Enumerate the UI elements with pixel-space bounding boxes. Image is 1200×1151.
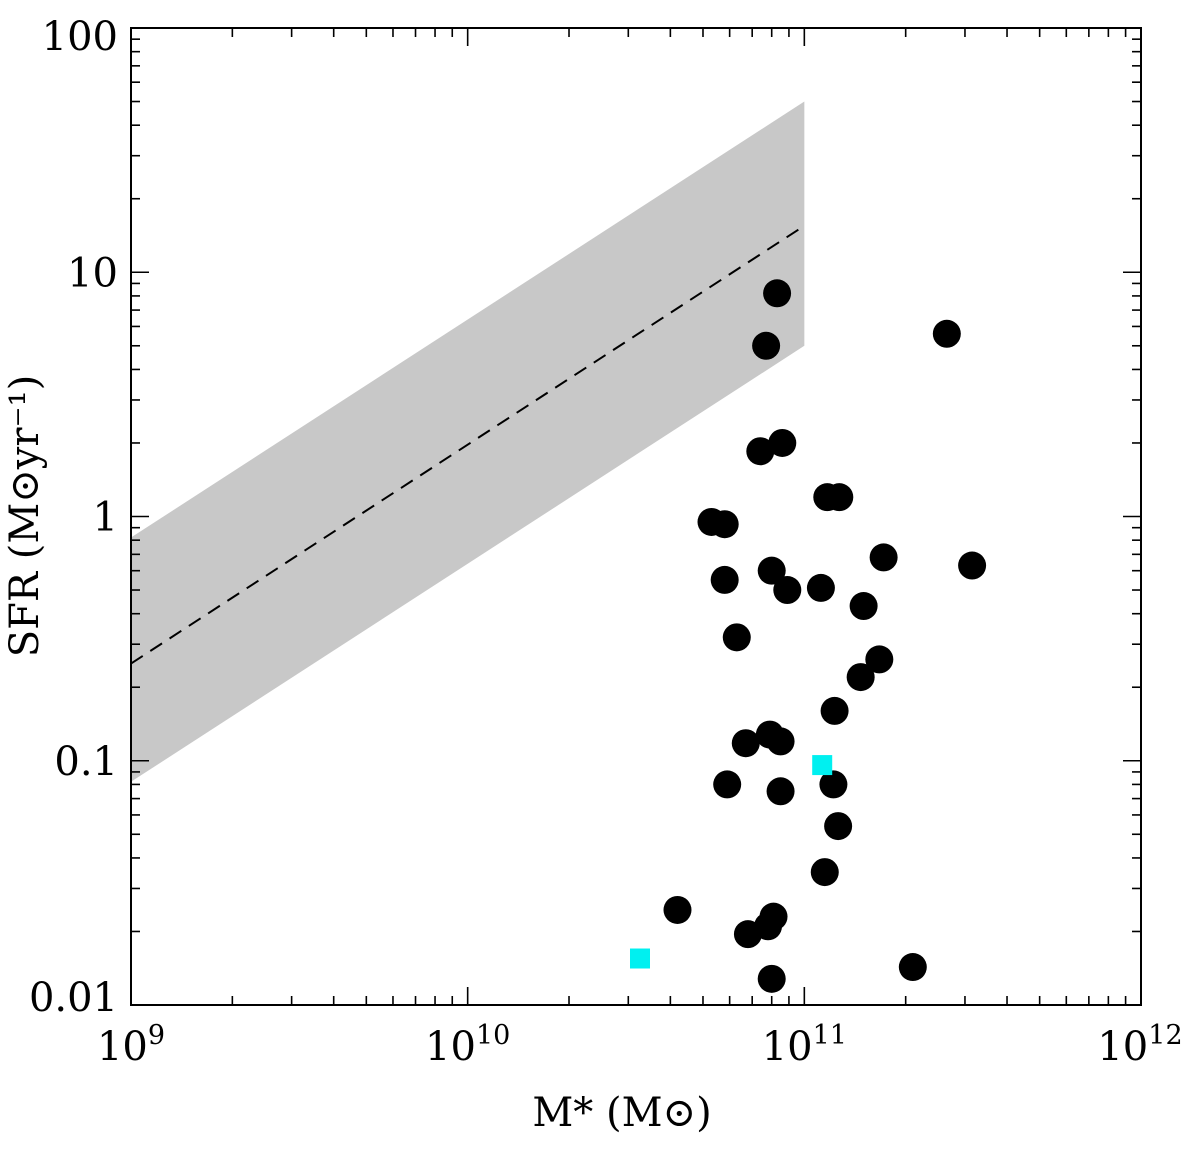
y-tick-label: 10 [67, 250, 118, 296]
plot-frame [130, 27, 1142, 1006]
main-sequence-line [130, 224, 805, 665]
data-point-square [630, 948, 651, 969]
x-tick-label-base: 10 [1097, 1024, 1148, 1070]
data-point-square [812, 755, 833, 776]
data-point-circle [865, 645, 894, 674]
y-tick-label: 1 [93, 495, 118, 541]
y-tick-label: 0.01 [29, 975, 118, 1021]
data-point-circle [932, 319, 961, 348]
data-point-circle [773, 576, 802, 605]
x-tick-label-exponent: 9 [148, 1020, 165, 1051]
data-point-circle [869, 543, 898, 572]
x-tick-label-exponent: 12 [1148, 1020, 1182, 1051]
data-point-circle [663, 895, 692, 924]
x-tick-label: 109 [97, 1020, 165, 1070]
y-tick-label: 0.1 [54, 739, 118, 785]
data-point-circle [710, 510, 739, 539]
plot-area [130, 101, 987, 993]
data-point-circle [731, 729, 760, 758]
data-point-circle [846, 663, 875, 692]
data-point-circle [820, 696, 849, 725]
data-point-circle [766, 777, 795, 806]
x-tick-label: 1010 [425, 1020, 510, 1070]
x-tick-label: 1011 [762, 1020, 847, 1070]
x-tick-label-base: 10 [425, 1024, 476, 1070]
x-tick-label-exponent: 11 [813, 1020, 847, 1051]
data-point-circle [713, 770, 742, 799]
data-point-circle [806, 573, 835, 602]
data-point-circle [849, 592, 878, 621]
data-point-circle [710, 565, 739, 594]
data-point-circle [757, 964, 786, 993]
data-point-circle [898, 953, 927, 982]
data-point-circle [810, 858, 839, 887]
data-point-circle [825, 483, 854, 512]
main-sequence-band [131, 101, 805, 782]
x-tick-label: 1012 [1097, 1020, 1182, 1070]
data-point-circle [757, 556, 786, 585]
data-point-circle [733, 920, 762, 949]
data-point-circle [759, 902, 788, 931]
data-point-circle [824, 812, 853, 841]
y-tick-label: 100 [42, 14, 118, 60]
data-point-circle [766, 727, 795, 756]
data-point-circle [763, 279, 792, 308]
data-point-circle [768, 428, 797, 457]
data-point-circle [819, 770, 848, 799]
x-tick-label-base: 10 [97, 1024, 148, 1070]
data-point-circle [752, 331, 781, 360]
y-axis-title: SFR (M⊙yr⁻¹) [2, 375, 48, 658]
data-point-circle [958, 551, 987, 580]
data-point-circle [746, 437, 775, 466]
x-tick-label-base: 10 [762, 1024, 813, 1070]
x-tick-label-exponent: 10 [476, 1020, 510, 1051]
x-axis-title: M* (M⊙) [532, 1090, 711, 1136]
data-point-circle [722, 623, 751, 652]
